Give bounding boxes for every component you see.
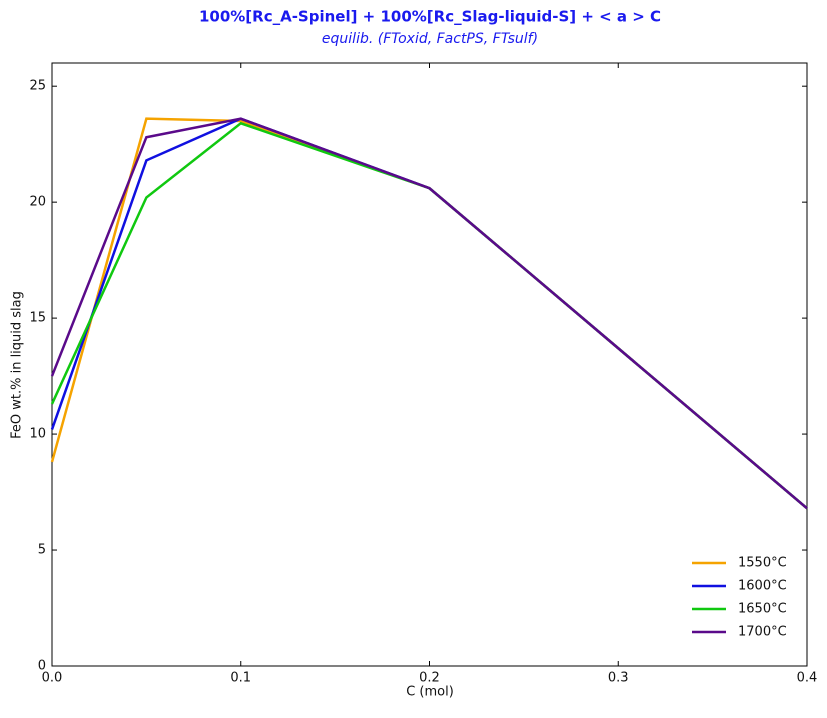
x-tick-label: 0.4 xyxy=(797,671,818,686)
y-tick-label: 5 xyxy=(38,543,46,558)
plot-frame xyxy=(51,62,808,667)
x-axis-label: C (mol) xyxy=(406,685,454,700)
y-tick-label: 20 xyxy=(29,195,46,210)
y-tick-label: 0 xyxy=(38,659,46,674)
y-axis-label: FeO wt.% in liquid slag xyxy=(10,291,25,439)
y-tick-label: 10 xyxy=(29,427,46,442)
series-line xyxy=(50,117,808,510)
chart-title: 100%[Rc_A-Spinel] + 100%[Rc_Slag-liquid-… xyxy=(199,8,661,26)
legend-label: 1550°C xyxy=(738,556,787,571)
series-line xyxy=(50,117,808,510)
y-tick-label: 15 xyxy=(29,311,46,326)
series-line xyxy=(50,121,808,510)
x-tick-label: 0.0 xyxy=(42,671,63,686)
legend-label: 1600°C xyxy=(738,579,787,594)
series-line xyxy=(50,117,808,510)
x-tick-label: 0.3 xyxy=(608,671,629,686)
legend-label: 1700°C xyxy=(738,625,787,640)
y-tick-label: 25 xyxy=(29,79,46,94)
legend-label: 1650°C xyxy=(738,602,787,617)
chart-subtitle: equilib. (FToxid, FactPS, FTsulf) xyxy=(322,31,538,47)
x-tick-label: 0.2 xyxy=(419,671,440,686)
x-tick-label: 0.1 xyxy=(230,671,251,686)
